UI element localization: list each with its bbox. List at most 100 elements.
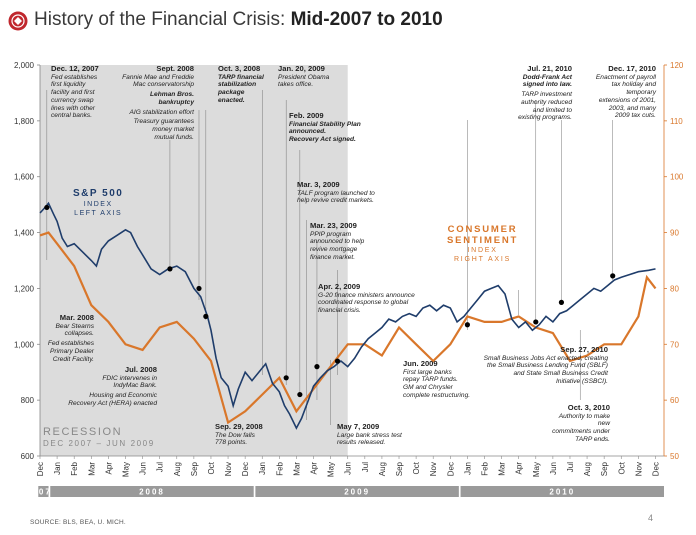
left-tick-label: 600 bbox=[21, 452, 35, 461]
annotation-text: 2009 tax cuts. bbox=[614, 112, 656, 120]
event-marker bbox=[297, 391, 303, 398]
annotation-text: First large banks bbox=[403, 368, 452, 376]
annotation-date: Jul. 21, 2010 bbox=[527, 64, 572, 73]
event-marker bbox=[558, 299, 565, 305]
event-marker bbox=[314, 364, 320, 370]
x-axis-months: Dec Jan Feb Mar Apr May Jun Jul Aug Sep Oct Nov Dec J… bbox=[36, 456, 660, 477]
sp500-line bbox=[39, 201, 656, 430]
month-label: Mar bbox=[87, 462, 96, 476]
annotation-text: IndyMac Bank. bbox=[113, 382, 157, 390]
month-label: Dec bbox=[241, 462, 250, 476]
page-number: 4 bbox=[648, 513, 654, 523]
annotation-text: revive mortgage bbox=[310, 246, 358, 254]
right-tick-label: 50 bbox=[670, 452, 679, 461]
annotation-mar-23-2009: Mar. 23, 2009 PPIP program announced to … bbox=[310, 221, 364, 262]
right-tick-label: 100 bbox=[670, 173, 684, 182]
annotation-text: mutual funds. bbox=[154, 134, 194, 142]
left-tick-label: 1,800 bbox=[14, 117, 35, 126]
annotation-text: Lehman Bros. bbox=[150, 91, 194, 99]
month-label: Jul bbox=[361, 462, 370, 472]
month-label: Jul bbox=[566, 462, 575, 472]
annotation-date: Mar. 2008 bbox=[59, 313, 94, 322]
annotation-date: Oct. 3, 2010 bbox=[567, 403, 610, 412]
annotation-text: and State Small Business Credit bbox=[513, 370, 608, 378]
annotation-text: President Obama bbox=[278, 73, 330, 81]
annotation-text: AIG stabilization effort bbox=[129, 108, 194, 116]
month-label: Jun bbox=[344, 462, 353, 475]
grid-lines bbox=[39, 65, 665, 457]
month-label: May bbox=[327, 462, 336, 477]
annotation-text: GM and Chrysler bbox=[403, 384, 453, 392]
year-segment bbox=[460, 486, 664, 497]
right-tick-label: 90 bbox=[670, 229, 679, 238]
annotation-date: Jan. 20, 2009 bbox=[278, 64, 325, 73]
month-label: Mar bbox=[498, 462, 507, 476]
annotation-apr-2009: Apr. 2, 2009 G-20 finance ministers anno… bbox=[318, 282, 415, 315]
month-label: Sep bbox=[190, 461, 199, 476]
annotation-text: FDIC intervenes in bbox=[102, 374, 157, 382]
consumer-sentiment-line bbox=[39, 231, 657, 425]
annotation-text: lines with other bbox=[51, 104, 95, 112]
sentiment-label-4: RIGHT AXIS bbox=[453, 256, 512, 263]
year-label: 2010 bbox=[549, 488, 575, 497]
year-segment bbox=[50, 486, 254, 497]
annotation-may-2009: May 7, 2009 Large bank stress test resul… bbox=[337, 422, 402, 447]
annotation-text: coordinated response to global bbox=[318, 299, 409, 307]
month-label: Dec bbox=[36, 462, 45, 476]
month-label: Jan bbox=[53, 462, 62, 475]
event-marker bbox=[167, 266, 173, 272]
annotation-text: enacted. bbox=[218, 96, 245, 104]
annotation-text: extensions of 2001, bbox=[598, 96, 656, 104]
annotation-text: Credit Facility. bbox=[52, 355, 94, 363]
right-tick-label: 80 bbox=[670, 284, 679, 293]
annotation-text: Recovery Act signed. bbox=[289, 136, 356, 144]
annotation-text: first liquidity bbox=[51, 81, 86, 89]
annotation-text: 778 points. bbox=[215, 439, 248, 447]
month-label: Nov bbox=[634, 462, 643, 476]
month-label: Oct bbox=[207, 461, 216, 474]
annotation-text: tax holiday and bbox=[611, 81, 656, 89]
annotation-text: authority reduced bbox=[521, 98, 572, 106]
event-marker bbox=[334, 358, 341, 364]
event-leader-lines bbox=[46, 90, 613, 425]
annotation-date: Jun. 2009 bbox=[403, 359, 438, 368]
month-label: Aug bbox=[378, 462, 387, 476]
month-label: Nov bbox=[224, 462, 233, 476]
right-tick-label: 110 bbox=[670, 117, 683, 126]
month-label: Feb bbox=[480, 461, 489, 475]
left-tick-label: 1,400 bbox=[14, 229, 35, 238]
annotation-sep-29-2008: Sep. 29, 2008 The Dow falls 778 points. bbox=[215, 422, 263, 447]
sentiment-label-2: SENTIMENT bbox=[447, 235, 519, 246]
left-tick-label: 1,600 bbox=[14, 173, 35, 182]
left-tick-label: 2,000 bbox=[14, 61, 35, 70]
event-marker bbox=[203, 313, 209, 319]
annotation-text: package bbox=[218, 89, 245, 97]
month-label: Sep bbox=[600, 461, 609, 476]
right-axis: 120 110 100 90 80 70 60 50 bbox=[664, 61, 684, 461]
year-label: '07 bbox=[35, 488, 52, 497]
year-label: 2008 bbox=[139, 488, 165, 497]
month-label: Jul bbox=[156, 462, 165, 472]
annotation-sept-2008: Sept. 2008 Fannie Mae and Freddie Mac co… bbox=[104, 64, 194, 142]
year-segment bbox=[38, 486, 49, 497]
left-tick-label: 1,000 bbox=[14, 340, 35, 349]
annotation-jul-2008: Jul. 2008 FDIC intervenes in IndyMac Ban… bbox=[50, 365, 157, 408]
annotation-date: Oct. 3, 2008 bbox=[218, 64, 261, 73]
month-label: Nov bbox=[429, 462, 438, 476]
annotation-text: results released. bbox=[337, 439, 386, 447]
annotation-text: Recovery Act (HERA) enacted bbox=[68, 399, 157, 407]
event-markers bbox=[44, 204, 616, 398]
annotation-text: repay TARP funds. bbox=[403, 376, 458, 384]
annotation-text: Bear Stearns bbox=[55, 322, 94, 330]
month-label: Oct bbox=[617, 461, 626, 474]
event-marker bbox=[533, 319, 539, 325]
month-label: Aug bbox=[173, 462, 182, 476]
annotation-oct-2008: Oct. 3, 2008 TARP financial stabilizatio… bbox=[218, 64, 264, 105]
annotation-date: Sep. 27, 2010 bbox=[560, 345, 608, 354]
annotation-text: temporary bbox=[626, 89, 656, 97]
month-label: Sep bbox=[395, 461, 404, 476]
month-label: Mar bbox=[292, 462, 301, 476]
annotation-jun-2009: Jun. 2009 First large banks repay TARP f… bbox=[403, 359, 470, 400]
right-tick-label: 60 bbox=[670, 396, 679, 405]
annotation-jul-2010: Jul. 21, 2010 Dodd-Frank Act signed into… bbox=[494, 64, 572, 122]
